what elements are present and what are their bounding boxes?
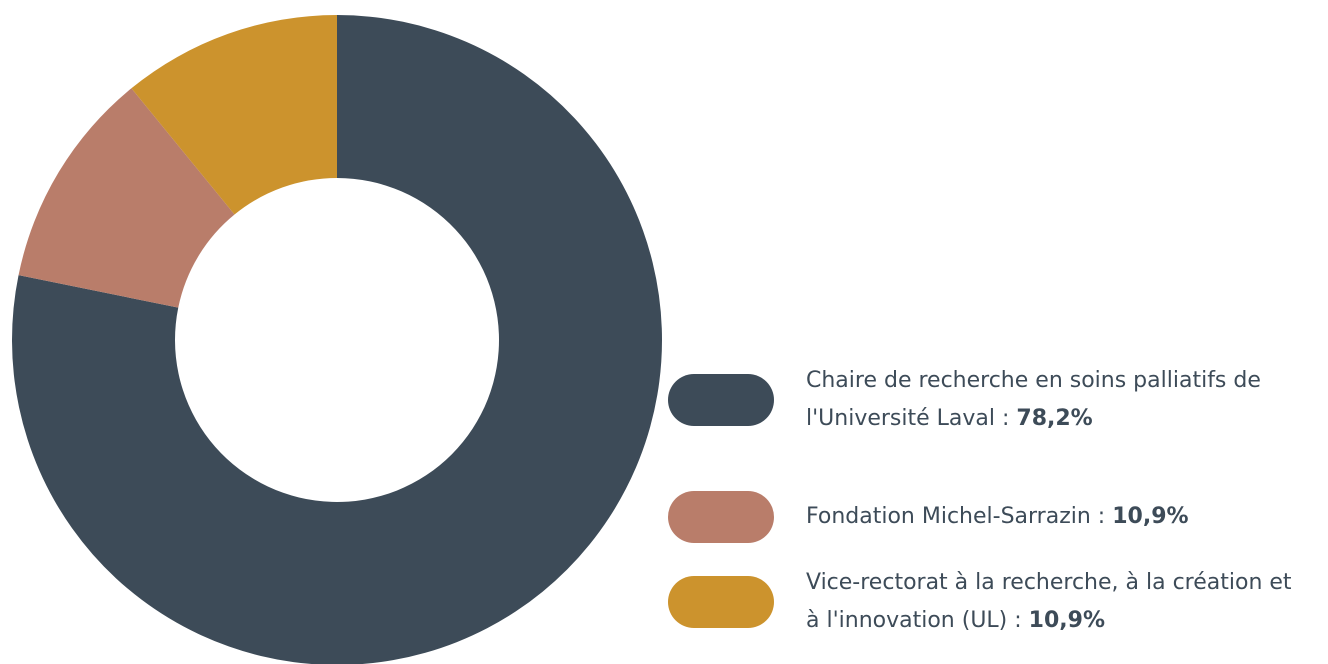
legend-swatch	[668, 374, 774, 426]
legend-text: Vice-rectorat à la recherche, à la créat…	[806, 564, 1306, 640]
donut-slice	[12, 15, 662, 664]
legend-text: Fondation Michel-Sarrazin : 10,9%	[806, 498, 1306, 536]
legend-swatch	[668, 491, 774, 543]
legend-label: Chaire de recherche en soins palliatifs …	[806, 368, 1261, 431]
legend-swatch	[668, 576, 774, 628]
legend-text: Chaire de recherche en soins palliatifs …	[806, 362, 1306, 438]
legend-label: Fondation Michel-Sarrazin :	[806, 504, 1106, 529]
legend-item: Vice-rectorat à la recherche, à la créat…	[668, 564, 1328, 640]
legend-value: 10,9%	[1112, 504, 1189, 529]
legend-item: Fondation Michel-Sarrazin : 10,9%	[668, 491, 1328, 543]
legend-value: 78,2%	[1016, 406, 1093, 431]
legend-item: Chaire de recherche en soins palliatifs …	[668, 362, 1328, 438]
donut-slice	[131, 14, 337, 215]
legend-value: 10,9%	[1028, 608, 1105, 633]
donut-slice	[18, 88, 235, 308]
donut	[12, 14, 662, 664]
legend-label: Vice-rectorat à la recherche, à la créat…	[806, 570, 1292, 633]
